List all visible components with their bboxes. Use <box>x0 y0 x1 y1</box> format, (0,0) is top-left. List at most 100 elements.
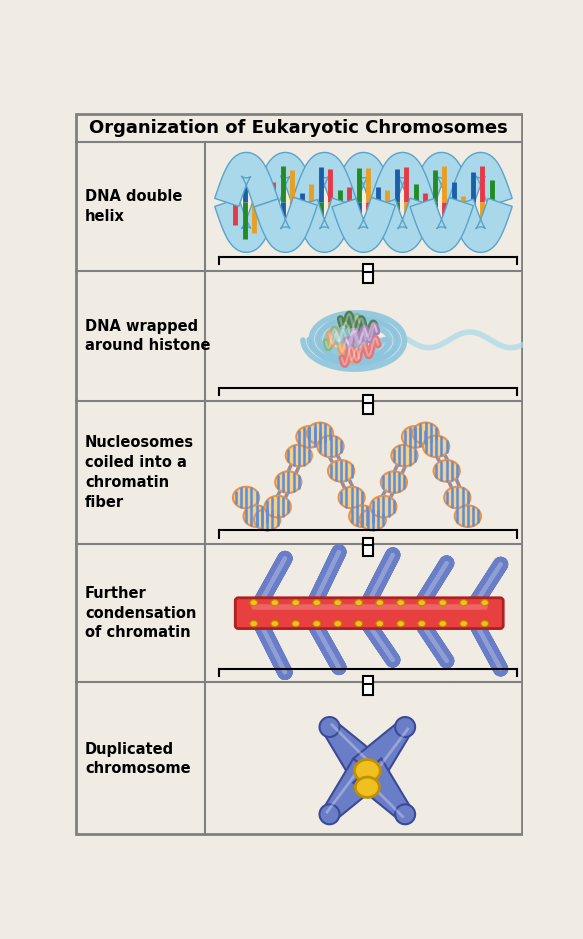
Ellipse shape <box>472 622 482 629</box>
Ellipse shape <box>364 597 375 605</box>
Polygon shape <box>332 152 395 208</box>
Ellipse shape <box>376 621 384 626</box>
Ellipse shape <box>292 600 300 606</box>
Ellipse shape <box>271 621 279 626</box>
Ellipse shape <box>313 621 321 626</box>
Ellipse shape <box>472 597 482 605</box>
Ellipse shape <box>354 760 380 782</box>
Bar <box>363 403 374 414</box>
Ellipse shape <box>395 805 415 824</box>
Ellipse shape <box>364 597 375 605</box>
Ellipse shape <box>355 777 380 797</box>
Ellipse shape <box>310 622 321 629</box>
Text: DNA wrapped
around histone: DNA wrapped around histone <box>85 318 210 353</box>
Bar <box>363 265 374 275</box>
Ellipse shape <box>256 597 267 605</box>
Ellipse shape <box>271 600 279 606</box>
Polygon shape <box>449 152 512 207</box>
Ellipse shape <box>310 597 321 605</box>
Polygon shape <box>254 152 317 208</box>
Ellipse shape <box>256 622 267 629</box>
Bar <box>363 684 374 695</box>
Ellipse shape <box>355 600 363 606</box>
Ellipse shape <box>244 505 270 527</box>
Polygon shape <box>353 721 412 783</box>
Text: Nucleosomes
coiled into a
chromatin
fiber: Nucleosomes coiled into a chromatin fibe… <box>85 436 194 510</box>
Ellipse shape <box>439 621 447 626</box>
Ellipse shape <box>334 621 342 626</box>
Text: Organization of Eukaryotic Chromosomes: Organization of Eukaryotic Chromosomes <box>89 119 508 137</box>
Polygon shape <box>410 152 473 208</box>
Ellipse shape <box>328 460 354 482</box>
Ellipse shape <box>381 471 407 493</box>
Ellipse shape <box>317 436 343 457</box>
Polygon shape <box>371 152 434 207</box>
Ellipse shape <box>292 621 300 626</box>
Ellipse shape <box>334 600 342 606</box>
Ellipse shape <box>402 426 428 448</box>
Ellipse shape <box>310 622 321 629</box>
Polygon shape <box>371 198 434 253</box>
Bar <box>363 538 374 548</box>
Ellipse shape <box>233 486 259 508</box>
Text: Duplicated
chromosome: Duplicated chromosome <box>85 742 191 777</box>
Ellipse shape <box>256 597 267 605</box>
Ellipse shape <box>364 622 375 629</box>
Ellipse shape <box>319 805 339 824</box>
Ellipse shape <box>418 622 429 629</box>
Ellipse shape <box>319 717 339 737</box>
Ellipse shape <box>418 597 429 605</box>
Bar <box>363 546 374 556</box>
Polygon shape <box>353 759 412 820</box>
Polygon shape <box>293 198 356 253</box>
Ellipse shape <box>391 445 417 467</box>
Ellipse shape <box>250 621 258 626</box>
Ellipse shape <box>460 621 468 626</box>
Ellipse shape <box>310 597 321 605</box>
Ellipse shape <box>250 600 258 606</box>
Ellipse shape <box>256 622 267 629</box>
Ellipse shape <box>307 423 333 444</box>
Polygon shape <box>293 152 356 207</box>
Polygon shape <box>215 152 278 207</box>
Ellipse shape <box>439 600 447 606</box>
Ellipse shape <box>395 717 415 737</box>
Ellipse shape <box>413 423 438 444</box>
Ellipse shape <box>376 600 384 606</box>
Ellipse shape <box>418 622 429 629</box>
Polygon shape <box>410 197 473 253</box>
Ellipse shape <box>370 496 396 517</box>
Bar <box>363 272 374 283</box>
Text: DNA double
helix: DNA double helix <box>85 189 182 223</box>
Ellipse shape <box>418 621 426 626</box>
Ellipse shape <box>434 460 460 482</box>
Ellipse shape <box>472 622 482 629</box>
Polygon shape <box>323 759 381 820</box>
Ellipse shape <box>481 600 489 606</box>
Polygon shape <box>254 197 317 253</box>
Polygon shape <box>215 198 278 253</box>
Ellipse shape <box>444 486 470 508</box>
Ellipse shape <box>275 471 301 493</box>
Ellipse shape <box>349 505 375 527</box>
Bar <box>363 676 374 687</box>
Ellipse shape <box>286 445 312 467</box>
Ellipse shape <box>360 509 386 531</box>
Ellipse shape <box>472 597 482 605</box>
Polygon shape <box>449 198 512 253</box>
FancyBboxPatch shape <box>236 598 503 628</box>
Ellipse shape <box>313 600 321 606</box>
Ellipse shape <box>418 600 426 606</box>
Bar <box>363 395 374 406</box>
Ellipse shape <box>481 621 489 626</box>
Ellipse shape <box>397 621 405 626</box>
Polygon shape <box>332 197 395 253</box>
Ellipse shape <box>397 600 405 606</box>
Ellipse shape <box>296 426 322 448</box>
Text: Further
condensation
of chromatin: Further condensation of chromatin <box>85 586 196 640</box>
Ellipse shape <box>423 436 449 457</box>
Ellipse shape <box>339 486 365 508</box>
Ellipse shape <box>418 597 429 605</box>
Ellipse shape <box>265 496 291 517</box>
Ellipse shape <box>455 505 481 527</box>
